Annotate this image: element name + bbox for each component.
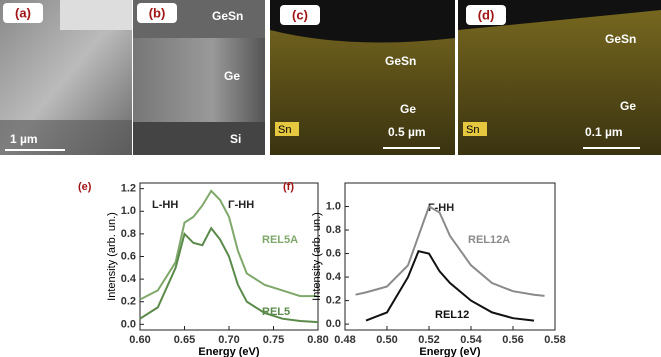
x-tick-label: 0.56	[502, 334, 523, 346]
y-tick-label: 0.2	[326, 295, 341, 307]
annotation: L-HH	[152, 199, 178, 211]
annotation: Γ-HH	[228, 199, 254, 211]
y-tick-label: 1.0	[121, 205, 136, 217]
y-tick-label: 0.2	[121, 296, 136, 308]
x-tick-label: 0.48	[334, 334, 355, 346]
series-line	[139, 226, 319, 324]
element-label: Sn	[466, 124, 479, 136]
x-tick-label: 0.75	[263, 334, 284, 346]
chart-title: (e)	[78, 181, 92, 193]
series-label: REL5A	[262, 234, 298, 246]
x-axis-label: Energy (eV)	[198, 346, 259, 357]
panel-label: (d)	[478, 7, 495, 22]
scale-label: 0.5 µm	[388, 125, 426, 139]
x-tick-label: 0.65	[174, 334, 195, 346]
micrograph-d: (d) GeSn Ge Sn 0.1 µm	[458, 0, 661, 155]
plot-frame	[344, 182, 556, 331]
y-tick-label: 0.6	[121, 250, 136, 262]
x-tick-label: 0.60	[129, 334, 150, 346]
x-tick-label: 0.54	[460, 334, 482, 346]
micrograph-c: (c) GeSn Ge Sn 0.5 µm	[270, 0, 455, 155]
y-tick-label: 1.2	[121, 183, 136, 195]
series-label: REL12A	[468, 234, 510, 246]
series-label: REL5	[262, 306, 290, 318]
y-tick-label: 1.0	[326, 200, 341, 212]
layer-label: Ge	[224, 69, 240, 83]
element-label: Sn	[278, 124, 291, 136]
x-tick-label: 0.50	[376, 334, 397, 346]
series-label: REL12	[435, 309, 469, 321]
scale-label: 1 µm	[10, 132, 38, 146]
layer-label: GeSn	[605, 32, 636, 46]
y-tick-label: 0.4	[326, 271, 342, 283]
y-tick-label: 0.0	[121, 318, 136, 330]
y-tick-label: 0.6	[326, 247, 341, 259]
y-tick-label: 0.0	[326, 318, 341, 330]
y-axis-label: Intensity (arb. un.)	[106, 212, 118, 301]
layer-label: Si	[230, 132, 241, 146]
panel-label: (b)	[149, 5, 166, 20]
series-line	[139, 189, 318, 301]
annotation: Γ-HH	[428, 202, 454, 214]
y-axis-label: Intensity (arb. un.)	[311, 212, 323, 301]
x-tick-label: 0.80	[307, 334, 328, 346]
micrograph-a: (a) 1 µm	[0, 0, 132, 155]
y-tick-label: 0.8	[326, 224, 341, 236]
layer-label: Ge	[620, 99, 636, 113]
chart-title: (f)	[283, 181, 294, 193]
layer-label: Ge	[400, 102, 416, 116]
x-tick-label: 0.70	[218, 334, 239, 346]
panel-label: (c)	[292, 7, 308, 22]
micrograph-b: (b) GeSn Ge Si	[133, 0, 265, 155]
x-tick-label: 0.52	[418, 334, 439, 346]
layer-label: GeSn	[212, 9, 243, 23]
y-tick-label: 0.4	[121, 273, 137, 285]
scale-label: 0.1 µm	[585, 125, 623, 139]
series-line	[355, 205, 545, 297]
y-tick-label: 0.8	[121, 228, 136, 240]
panel-label: (a)	[15, 5, 31, 20]
x-tick-label: 0.58	[544, 334, 565, 346]
x-axis-label: Energy (eV)	[419, 346, 480, 357]
series-line	[365, 250, 535, 322]
layer-label: GeSn	[385, 54, 416, 68]
